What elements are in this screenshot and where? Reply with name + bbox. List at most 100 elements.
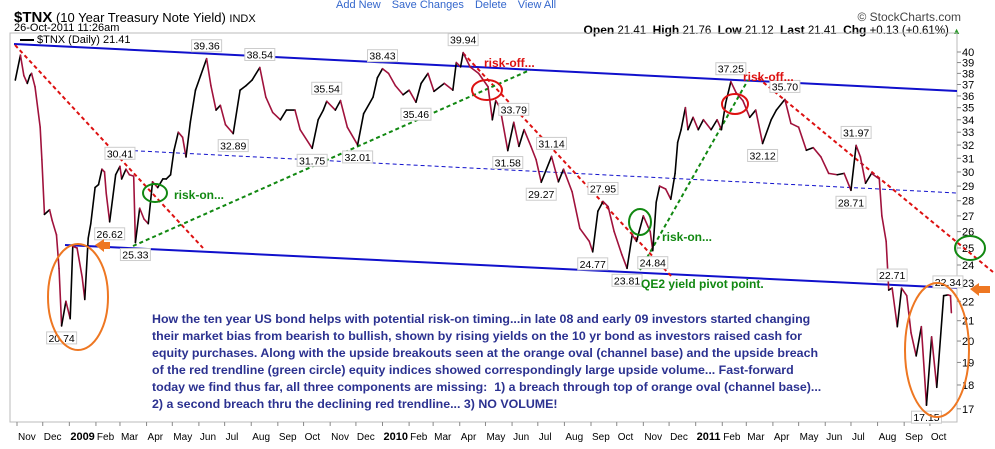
price-segment — [317, 109, 325, 121]
price-segment — [626, 234, 633, 270]
green-trendline — [639, 79, 749, 271]
price-segment — [702, 118, 712, 131]
price-segment — [697, 118, 705, 131]
price-segment — [362, 96, 374, 115]
price-segment — [512, 121, 520, 148]
y-tick-label: 27 — [962, 211, 974, 223]
price-segment — [607, 205, 615, 233]
price-segment — [487, 85, 494, 121]
value-label-box — [876, 268, 908, 282]
price-segment — [669, 172, 676, 201]
chg-value: +0.13 (+0.61%) — [869, 25, 949, 37]
price-segment — [443, 82, 454, 91]
x-tick-label: Nov — [331, 432, 349, 443]
price-segment — [935, 294, 945, 389]
y-tick-label: 21 — [962, 316, 974, 328]
price-segment — [885, 240, 890, 291]
risk-off-label: risk-off... — [743, 70, 794, 84]
value-label-box — [46, 331, 78, 345]
value-label: 38.54 — [247, 50, 273, 62]
price-segment — [664, 188, 672, 201]
green-circle — [142, 183, 168, 203]
price-segment — [14, 54, 22, 81]
value-label-box — [447, 33, 479, 47]
price-segment — [219, 104, 227, 126]
value-label: 24.77 — [580, 259, 606, 271]
y-tick-label: 36 — [962, 91, 974, 103]
value-label-box — [296, 153, 328, 167]
y-tick-label: 34 — [962, 115, 974, 127]
price-segment — [259, 66, 267, 98]
green-trendline — [132, 69, 531, 247]
price-segment — [97, 168, 103, 186]
price-segment — [878, 178, 883, 217]
x-tick-label: Aug — [252, 432, 270, 443]
y-tick-label: 32 — [962, 140, 974, 152]
price-segment — [535, 158, 543, 184]
add-new-link[interactable]: Add New — [336, 0, 381, 11]
x-tick-label: 2010 — [384, 431, 408, 443]
price-segment — [224, 123, 235, 135]
price-segment — [930, 336, 938, 389]
price-segment — [34, 85, 41, 128]
price-segment — [181, 136, 187, 158]
value-label: 31.97 — [843, 127, 869, 139]
price-segment — [65, 300, 71, 320]
value-label: 30.41 — [107, 148, 133, 160]
price-segment — [69, 245, 74, 320]
price-segment — [199, 57, 208, 77]
price-segment — [676, 128, 682, 144]
value-label: 38.43 — [369, 51, 395, 63]
price-segment — [651, 201, 658, 252]
price-segment — [925, 336, 933, 406]
price-segment — [177, 131, 184, 139]
value-label: 35.70 — [772, 81, 798, 93]
save-changes-link[interactable]: Save Changes — [391, 0, 464, 11]
value-label: 31.75 — [299, 155, 325, 167]
value-label-box — [191, 39, 223, 53]
view-all-link[interactable]: View All — [517, 0, 557, 11]
price-segment — [910, 331, 917, 357]
price-segment — [591, 210, 599, 253]
price-segment — [83, 237, 90, 301]
price-segment — [39, 126, 43, 161]
value-label: 20.74 — [48, 333, 74, 345]
qe2-label: QE2 yield pivot point. — [641, 277, 764, 291]
price-segment — [402, 89, 410, 96]
value-label: 22.71 — [879, 270, 905, 282]
price-segment — [108, 173, 117, 223]
x-tick-label: Dec — [44, 432, 62, 443]
lower-channel-line — [64, 244, 958, 289]
orange-arrow-icon — [95, 239, 110, 252]
delete-link[interactable]: Delete — [474, 0, 507, 11]
price-segment — [119, 165, 123, 180]
price-segment — [859, 156, 867, 185]
price-segment — [506, 121, 515, 152]
value-label-box — [715, 62, 747, 76]
value-label-box — [611, 273, 643, 287]
price-segment — [655, 185, 661, 204]
value-label: 39.94 — [450, 35, 476, 47]
price-segment — [550, 155, 560, 183]
value-label: 28.71 — [838, 197, 864, 209]
value-label-box — [577, 257, 609, 271]
price-segment — [408, 89, 417, 104]
value-label: 37.25 — [718, 64, 744, 76]
value-label-box — [342, 150, 374, 164]
value-label: 32.12 — [749, 150, 775, 162]
price-segment — [571, 191, 581, 230]
high-value: 21.76 — [682, 25, 712, 37]
price-segment — [215, 104, 222, 111]
value-label: 35.54 — [314, 83, 340, 95]
price-segment — [674, 141, 679, 175]
y-tick-label: 30 — [962, 167, 974, 179]
price-segment — [339, 99, 349, 128]
price-segment — [279, 109, 288, 121]
x-tick-label: Aug — [565, 432, 583, 443]
price-segment — [724, 80, 732, 104]
value-label: 29.27 — [528, 189, 554, 201]
price-segment — [613, 230, 623, 256]
x-tick-label: Dec — [670, 432, 688, 443]
price-segment — [820, 156, 830, 175]
commentary-line: of the red trendline (green circle) equi… — [152, 363, 794, 377]
